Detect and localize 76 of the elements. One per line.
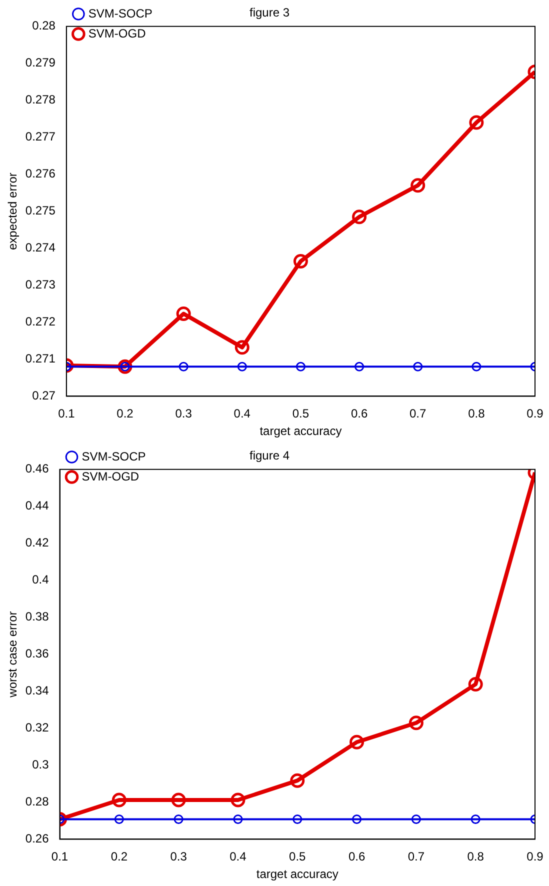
- x-tick-label: 0.5: [289, 850, 306, 864]
- x-tick-label: 0.2: [116, 406, 134, 421]
- y-tick-label: 0.36: [25, 646, 50, 661]
- y-axis-title: expected error: [6, 172, 20, 250]
- point: [413, 362, 423, 372]
- point: [354, 362, 364, 372]
- x-tick-label: 0.7: [410, 406, 427, 421]
- point: [468, 677, 483, 692]
- point: [293, 254, 308, 268]
- y-tick-label: 0.4: [32, 572, 50, 587]
- x-tick-label: 0.6: [348, 850, 366, 864]
- point: [469, 115, 484, 130]
- y-tick-label: 0.42: [25, 536, 50, 550]
- x-tick-label: 0.1: [51, 850, 68, 864]
- y-tick-label: 0.46: [25, 462, 50, 476]
- y-tick-label: 0.276: [25, 166, 56, 181]
- point: [408, 716, 424, 730]
- y-tick-label: 0.272: [25, 314, 56, 329]
- chart-title: figure 4: [249, 448, 290, 463]
- x-tick-label: 0.2: [110, 850, 128, 864]
- y-tick-label: 0.274: [25, 240, 56, 255]
- point: [296, 362, 306, 372]
- y-tick-label: 0.44: [25, 498, 50, 513]
- legend-label: SVM-OGD: [88, 26, 146, 40]
- y-tick-label: 0.271: [25, 352, 56, 366]
- point: [352, 210, 367, 224]
- x-tick-label: 0.7: [408, 850, 425, 864]
- x-tick-label: 0.9: [526, 850, 544, 864]
- point: [230, 792, 246, 808]
- x-axis-title: target accuracy: [256, 867, 338, 882]
- point: [350, 734, 364, 750]
- point: [176, 306, 191, 321]
- x-tick-label: 0.5: [292, 406, 310, 421]
- point: [237, 362, 247, 372]
- x-tick-label: 0.3: [175, 406, 192, 421]
- y-tick-label: 0.275: [25, 204, 56, 218]
- point: [174, 814, 184, 824]
- point: [410, 178, 426, 193]
- point: [171, 792, 186, 808]
- point: [112, 792, 126, 808]
- y-axis-title: worst case error: [6, 611, 20, 698]
- chart-title: figure 3: [249, 6, 290, 20]
- y-tick-label: 0.26: [25, 832, 50, 846]
- legend-label: SVM-OGD: [82, 469, 140, 484]
- point: [234, 340, 250, 355]
- point: [233, 814, 243, 824]
- x-tick-label: 0.4: [230, 850, 247, 864]
- x-tick-label: 0.6: [350, 406, 368, 421]
- y-tick-label: 0.279: [25, 56, 56, 70]
- y-tick-label: 0.28: [32, 18, 56, 33]
- point: [292, 814, 302, 824]
- y-tick-label: 0.277: [25, 130, 56, 144]
- point: [178, 362, 188, 372]
- x-tick-label: 0.8: [467, 850, 484, 864]
- y-tick-label: 0.38: [25, 610, 50, 624]
- point: [290, 773, 305, 788]
- point: [472, 362, 482, 372]
- x-tick-label: 0.9: [526, 406, 544, 421]
- y-tick-label: 0.278: [25, 92, 56, 107]
- point: [411, 814, 421, 824]
- point: [114, 814, 124, 824]
- x-tick-label: 0.1: [58, 406, 76, 421]
- legend-label: SVM-SOCP: [88, 6, 152, 20]
- legend-label: SVM-SOCP: [82, 449, 146, 464]
- x-tick-label: 0.3: [170, 850, 188, 864]
- point: [470, 814, 480, 824]
- y-tick-label: 0.3: [32, 758, 50, 772]
- y-tick-label: 0.34: [25, 684, 50, 698]
- y-tick-label: 0.32: [25, 720, 50, 735]
- y-tick-label: 0.27: [32, 388, 56, 403]
- y-tick-label: 0.273: [25, 278, 56, 292]
- x-axis-title: target accuracy: [260, 424, 342, 438]
- x-tick-label: 0.8: [468, 406, 486, 421]
- y-tick-label: 0.28: [25, 794, 50, 809]
- x-tick-label: 0.4: [234, 406, 251, 421]
- point: [352, 814, 362, 824]
